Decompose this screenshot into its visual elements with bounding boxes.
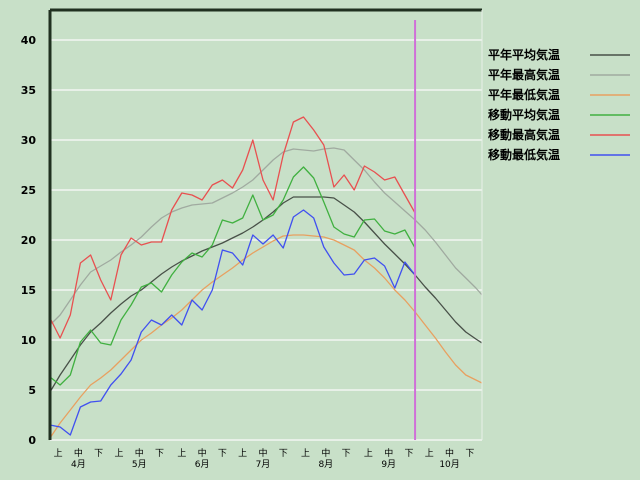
legend-label: 平年最高気温	[488, 67, 560, 82]
y-tick-label: 0	[28, 434, 36, 447]
x-dekad-label: 下	[342, 449, 351, 459]
x-dekad-label: 中	[135, 447, 144, 459]
x-month-label: 8月	[318, 459, 333, 470]
series-line	[49, 147, 483, 326]
x-dekad-label: 中	[74, 447, 83, 459]
x-axis-ticks: 上中下4月上中下5月上中下6月上中下7月上中下8月上中下9月上中下10月	[54, 447, 475, 470]
y-tick-label: 20	[21, 234, 37, 247]
x-dekad-label: 上	[425, 448, 434, 459]
series-line	[49, 209, 416, 436]
x-dekad-label: 下	[404, 449, 413, 459]
y-tick-label: 5	[28, 384, 36, 397]
series-line	[49, 116, 416, 339]
y-tick-label: 10	[21, 334, 37, 347]
axes-frame	[48, 8, 483, 440]
x-month-label: 7月	[256, 459, 271, 470]
x-month-label: 6月	[195, 459, 210, 470]
x-dekad-label: 中	[445, 447, 454, 459]
series-lines	[49, 116, 483, 439]
y-tick-label: 40	[21, 34, 37, 47]
x-month-label: 4月	[71, 459, 86, 470]
series-line	[49, 166, 416, 386]
x-dekad-label: 下	[94, 449, 103, 459]
legend-label: 移動最高気温	[488, 127, 560, 142]
legend-label: 移動最低気温	[488, 147, 560, 162]
x-dekad-label: 上	[114, 448, 123, 459]
y-tick-label: 30	[21, 134, 37, 147]
y-tick-label: 25	[21, 184, 36, 197]
x-month-label: 5月	[132, 459, 147, 470]
x-dekad-label: 上	[177, 448, 186, 459]
x-dekad-label: 中	[198, 447, 207, 459]
x-dekad-label: 下	[465, 449, 474, 459]
x-dekad-label: 上	[238, 448, 247, 459]
x-month-label: 9月	[381, 459, 396, 470]
x-dekad-label: 下	[218, 449, 227, 459]
x-dekad-label: 中	[258, 447, 267, 459]
x-dekad-label: 上	[364, 448, 373, 459]
x-dekad-label: 中	[384, 447, 393, 459]
x-dekad-label: 上	[54, 448, 63, 459]
series-line	[49, 196, 483, 393]
gridlines	[50, 39, 482, 441]
y-tick-label: 35	[21, 84, 36, 97]
x-month-label: 10月	[439, 459, 459, 470]
x-dekad-label: 中	[321, 447, 330, 459]
y-tick-label: 15	[21, 284, 36, 297]
legend-label: 平年最低気温	[488, 87, 560, 102]
series-line	[49, 234, 483, 439]
legend-label: 平年平均気温	[488, 47, 560, 62]
y-axis-ticks: 0 5 10 15 20 25 30 35 40	[21, 34, 37, 447]
x-dekad-label: 下	[279, 449, 288, 459]
legend-label: 移動平均気温	[488, 107, 560, 122]
x-dekad-label: 下	[155, 449, 164, 459]
x-dekad-label: 上	[301, 448, 310, 459]
